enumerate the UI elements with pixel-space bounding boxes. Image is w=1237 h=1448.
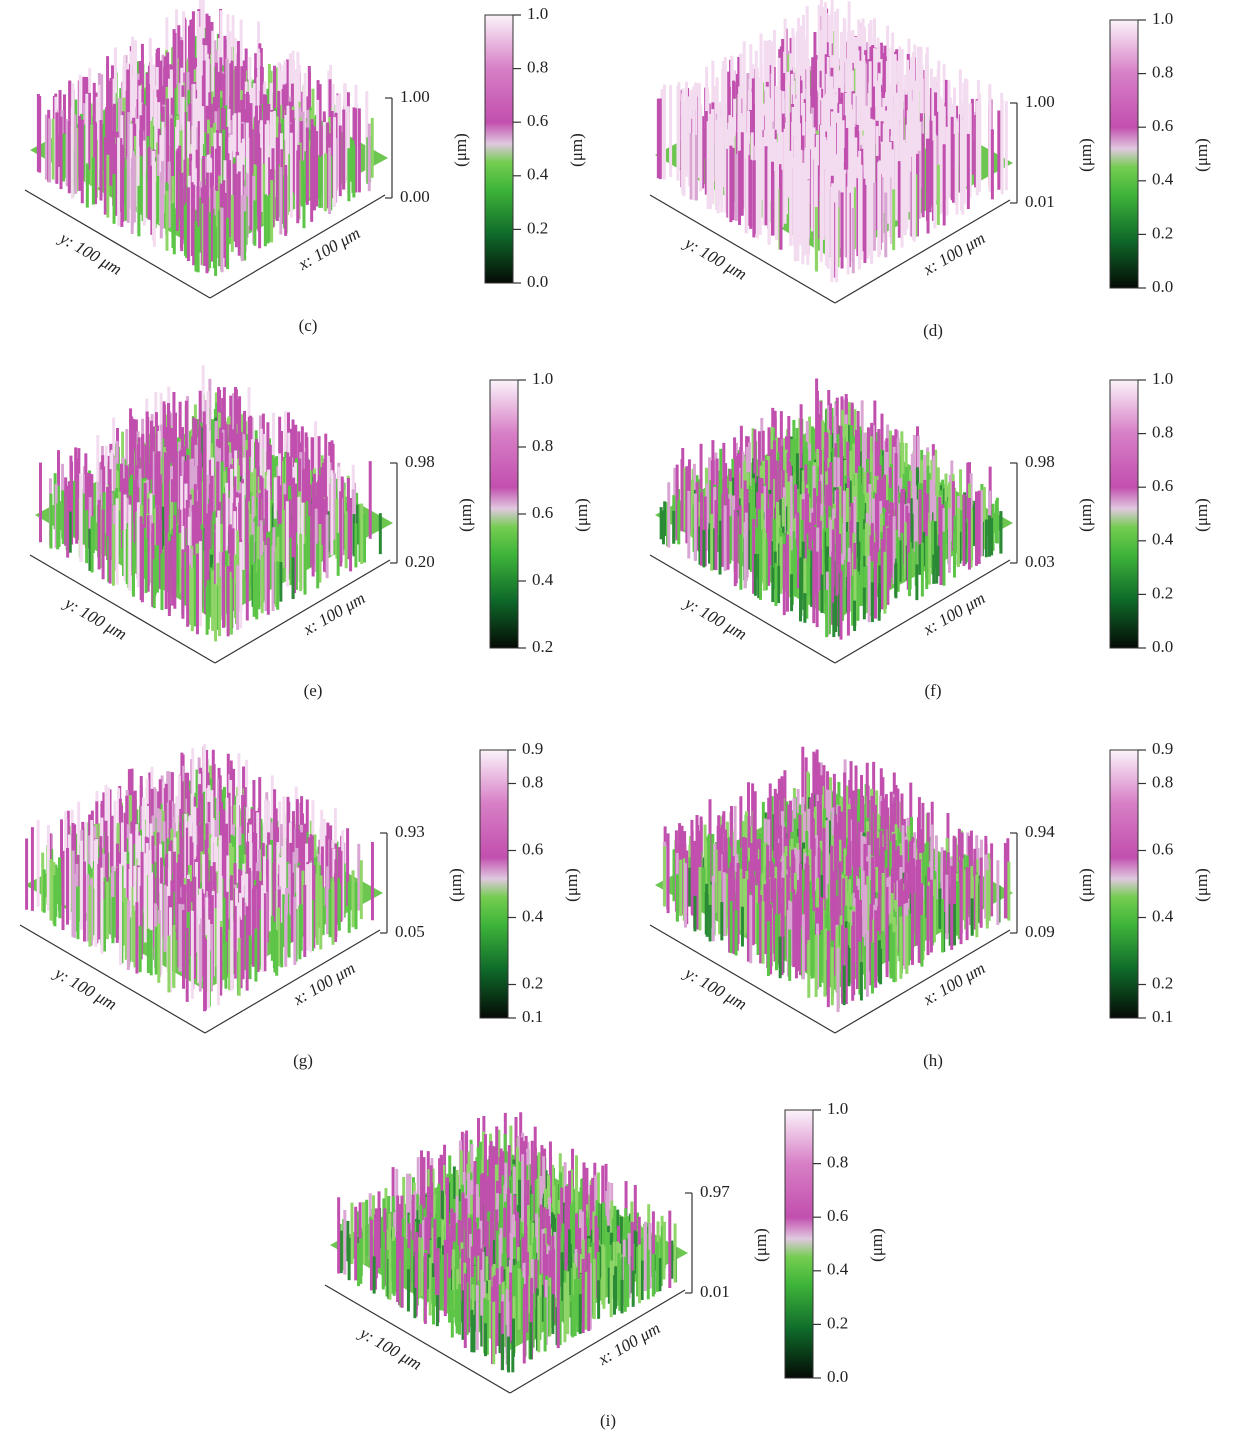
z-tick-label: 0.98 (1025, 452, 1055, 471)
figure: y: 100 μm x: 100 μm 1.00 0.00 (μm) 1.0 0.8 0.6 0… (0, 0, 1237, 1448)
colorbar-tick-label: 0.6 (1152, 116, 1173, 135)
z-tick-label: 0.03 (1025, 552, 1055, 571)
colorbar-unit: (μm) (1192, 138, 1211, 172)
colorbar-unit: (μm) (567, 133, 586, 167)
x-axis-label: x: 100 μm (294, 223, 363, 274)
y-axis-label: y: 100 μm (680, 232, 750, 283)
colorbar-tick-label: 0.6 (1152, 476, 1173, 495)
colorbar-tick-label: 0.4 (522, 906, 544, 925)
x-axis-label: x: 100 μm (299, 588, 368, 639)
z-tick-label: 1.00 (400, 87, 430, 106)
colorbar-tick-label: 0.9 (522, 739, 543, 758)
colorbar (1110, 20, 1138, 288)
z-tick-label: 0.20 (405, 552, 435, 571)
y-axis-label: y: 100 μm (55, 227, 125, 278)
colorbar-tick-label: 0.4 (527, 165, 549, 184)
z-tick-label: 0.00 (400, 187, 430, 206)
colorbar-tick-label: 1.0 (1152, 369, 1173, 388)
panel-label: (d) (923, 321, 943, 340)
z-unit: (μm) (446, 868, 465, 902)
x-axis-label: x: 100 μm (919, 228, 988, 279)
z-tick-label: 0.93 (395, 822, 425, 841)
z-unit: (μm) (1076, 498, 1095, 532)
panel: y: 100 μmx: 100 μm0.940.09(μm)0.90.80.60… (650, 739, 1211, 1070)
y-axis-label: y: 100 μm (50, 962, 120, 1013)
colorbar-tick-label: 0.4 (1152, 170, 1174, 189)
colorbar-tick-label: 0.6 (522, 839, 543, 858)
colorbar (485, 15, 513, 283)
colorbar-tick-label: 0.6 (532, 503, 553, 522)
colorbar-tick-label: 0.0 (527, 272, 548, 291)
colorbar (480, 750, 508, 1018)
panel-label: (e) (304, 681, 323, 700)
panel: y: 100 μm x: 100 μm 1.00 0.01 (μm) 1.0 0.8 0.6 0… (650, 0, 1211, 340)
panel-label: (f) (925, 681, 942, 700)
colorbar-tick-label: 0.2 (527, 218, 548, 237)
colorbar-tick-label: 0.2 (1152, 583, 1173, 602)
z-tick-label: 0.01 (1025, 192, 1055, 211)
colorbar-tick-label: 0.4 (1152, 530, 1174, 549)
panel-label: (g) (293, 1051, 313, 1070)
panel: y: 100 μm x: 100 μm 0.98 0.03 (μm) 1.0 0.8 0.6 0… (650, 369, 1211, 700)
panel: y: 100 μm x: 100 μm 0.93 0.05 (μm) 0.9 0.8 0.6 0… (20, 739, 581, 1070)
colorbar-tick-label: 0.8 (527, 58, 548, 77)
colorbar-unit: (μm) (572, 498, 591, 532)
colorbar (1110, 380, 1138, 648)
colorbar-tick-label: 0.2 (1152, 223, 1173, 242)
colorbar-tick-label: 0.1 (522, 1007, 543, 1026)
colorbar-tick-label: 0.0 (1152, 277, 1173, 296)
colorbar (490, 380, 518, 648)
z-tick-label: 0.98 (405, 452, 435, 471)
z-tick-label: 1.00 (1025, 92, 1055, 111)
colorbar-tick-label: 1.0 (532, 369, 553, 388)
colorbar-tick-label: 0.2 (522, 973, 543, 992)
colorbar-tick-label: 0.8 (1152, 423, 1173, 442)
colorbar-unit: (μm) (1192, 498, 1211, 532)
y-axis-label: y: 100 μm (60, 592, 130, 643)
colorbar-tick-label: 0.0 (1152, 637, 1173, 656)
panel: y: 100 μm x: 100 μm 0.98 0.20 (μm) 1.0 0.8 0.6 0… (30, 365, 591, 700)
colorbar-tick-label: 0.8 (522, 772, 543, 791)
colorbar-tick-label: 0.6 (527, 111, 548, 130)
colorbar-tick-label: 0.2 (532, 637, 553, 656)
panel-label: (c) (299, 316, 318, 335)
colorbar-tick-label: 1.0 (527, 4, 548, 23)
colorbar-unit: (μm) (562, 868, 581, 902)
colorbar-tick-label: 0.4 (532, 570, 554, 589)
y-axis-label: y: 100 μm (680, 592, 750, 643)
x-axis-label: x: 100 μm (919, 588, 988, 639)
z-tick-label: 0.05 (395, 922, 425, 941)
colorbar-tick-label: 0.8 (1152, 63, 1173, 82)
z-unit: (μm) (1076, 138, 1095, 172)
z-unit: (μm) (451, 133, 470, 167)
panel: y: 100 μm x: 100 μm 1.00 0.00 (μm) 1.0 0.8 0.6 0… (25, 0, 586, 335)
z-unit: (μm) (456, 498, 475, 532)
x-axis-label: x: 100 μm (289, 958, 358, 1009)
colorbar-tick-label: 1.0 (1152, 9, 1173, 28)
colorbar-tick-label: 0.8 (532, 436, 553, 455)
